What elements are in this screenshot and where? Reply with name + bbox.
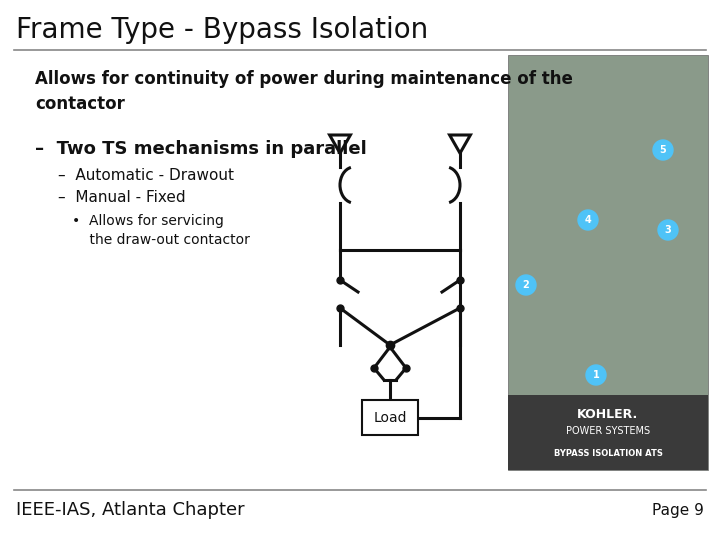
- Text: Frame Type - Bypass Isolation: Frame Type - Bypass Isolation: [16, 16, 428, 44]
- Bar: [508, 395, 708, 470]
- Text: 2: 2: [523, 280, 529, 290]
- Text: –  Two TS mechanisms in parallel: – Two TS mechanisms in parallel: [35, 140, 366, 158]
- Text: 1: 1: [593, 370, 599, 380]
- Circle shape: [516, 275, 536, 295]
- Circle shape: [658, 220, 678, 240]
- Text: Allows for continuity of power during maintenance of the
contactor: Allows for continuity of power during ma…: [35, 70, 573, 113]
- Circle shape: [578, 210, 598, 230]
- Text: 3: 3: [665, 225, 671, 235]
- Text: •  Allows for servicing
    the draw-out contactor: • Allows for servicing the draw-out cont…: [72, 214, 250, 247]
- Text: Load: Load: [373, 410, 407, 424]
- Bar: [508, 55, 708, 470]
- Text: 4: 4: [585, 215, 591, 225]
- Text: IEEE-IAS, Atlanta Chapter: IEEE-IAS, Atlanta Chapter: [16, 501, 245, 519]
- Circle shape: [653, 140, 673, 160]
- Text: –  Manual - Fixed: – Manual - Fixed: [58, 190, 186, 205]
- Text: Page 9: Page 9: [652, 503, 704, 517]
- Bar: [362, 400, 418, 435]
- Text: BYPASS ISOLATION ATS: BYPASS ISOLATION ATS: [554, 449, 662, 457]
- Text: –  Automatic - Drawout: – Automatic - Drawout: [58, 168, 234, 183]
- Text: POWER SYSTEMS: POWER SYSTEMS: [566, 426, 650, 436]
- Text: KOHLER.: KOHLER.: [577, 408, 639, 422]
- Circle shape: [586, 365, 606, 385]
- Text: 5: 5: [660, 145, 667, 155]
